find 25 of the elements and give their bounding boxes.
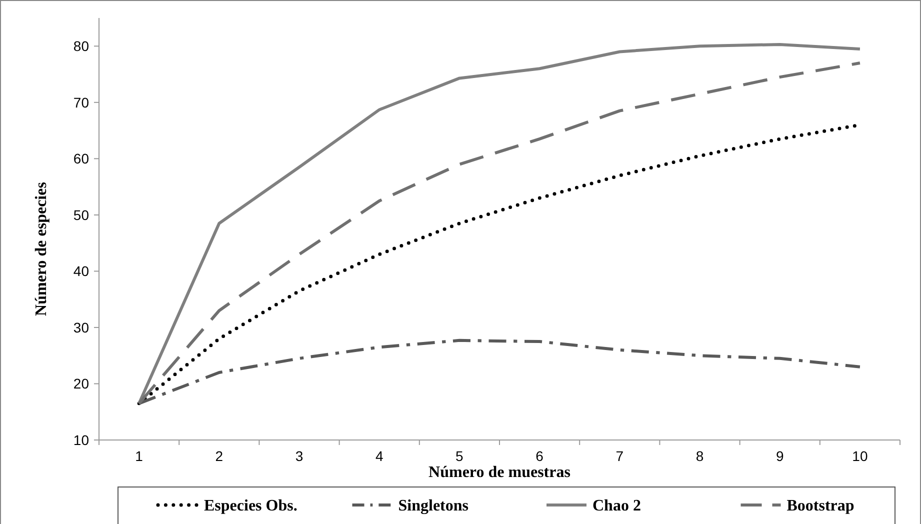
y-axis-title: Número de especies (33, 182, 50, 316)
x-tick-label: 5 (456, 448, 464, 464)
x-tick-label: 1 (135, 448, 144, 464)
x-tick-label: 3 (295, 448, 304, 464)
legend-label: Bootstrap (786, 498, 854, 515)
y-tick-label: 80 (73, 38, 90, 54)
x-tick-label: 4 (375, 448, 384, 464)
y-tick-label: 30 (73, 319, 90, 336)
x-tick-label: 7 (616, 448, 624, 464)
x-tick-label: 6 (536, 448, 544, 464)
y-tick-label: 40 (73, 263, 90, 280)
x-tick-label: 10 (852, 448, 868, 464)
legend-label: Especies Obs. (204, 498, 298, 515)
y-tick-label: 50 (73, 206, 90, 223)
y-tick-label: 60 (73, 150, 90, 167)
x-tick-label: 2 (215, 448, 224, 464)
x-axis-title: Número de muestras (428, 464, 570, 481)
y-tick-label: 20 (73, 376, 90, 392)
x-tick-label: 8 (696, 448, 704, 464)
y-tick-label: 70 (73, 94, 90, 110)
legend-label: Singletons (398, 498, 468, 515)
y-tick-label: 10 (73, 432, 90, 448)
legend-label: Chao 2 (592, 498, 641, 515)
line-series (138, 338, 862, 405)
x-tick-label: 9 (776, 448, 784, 464)
